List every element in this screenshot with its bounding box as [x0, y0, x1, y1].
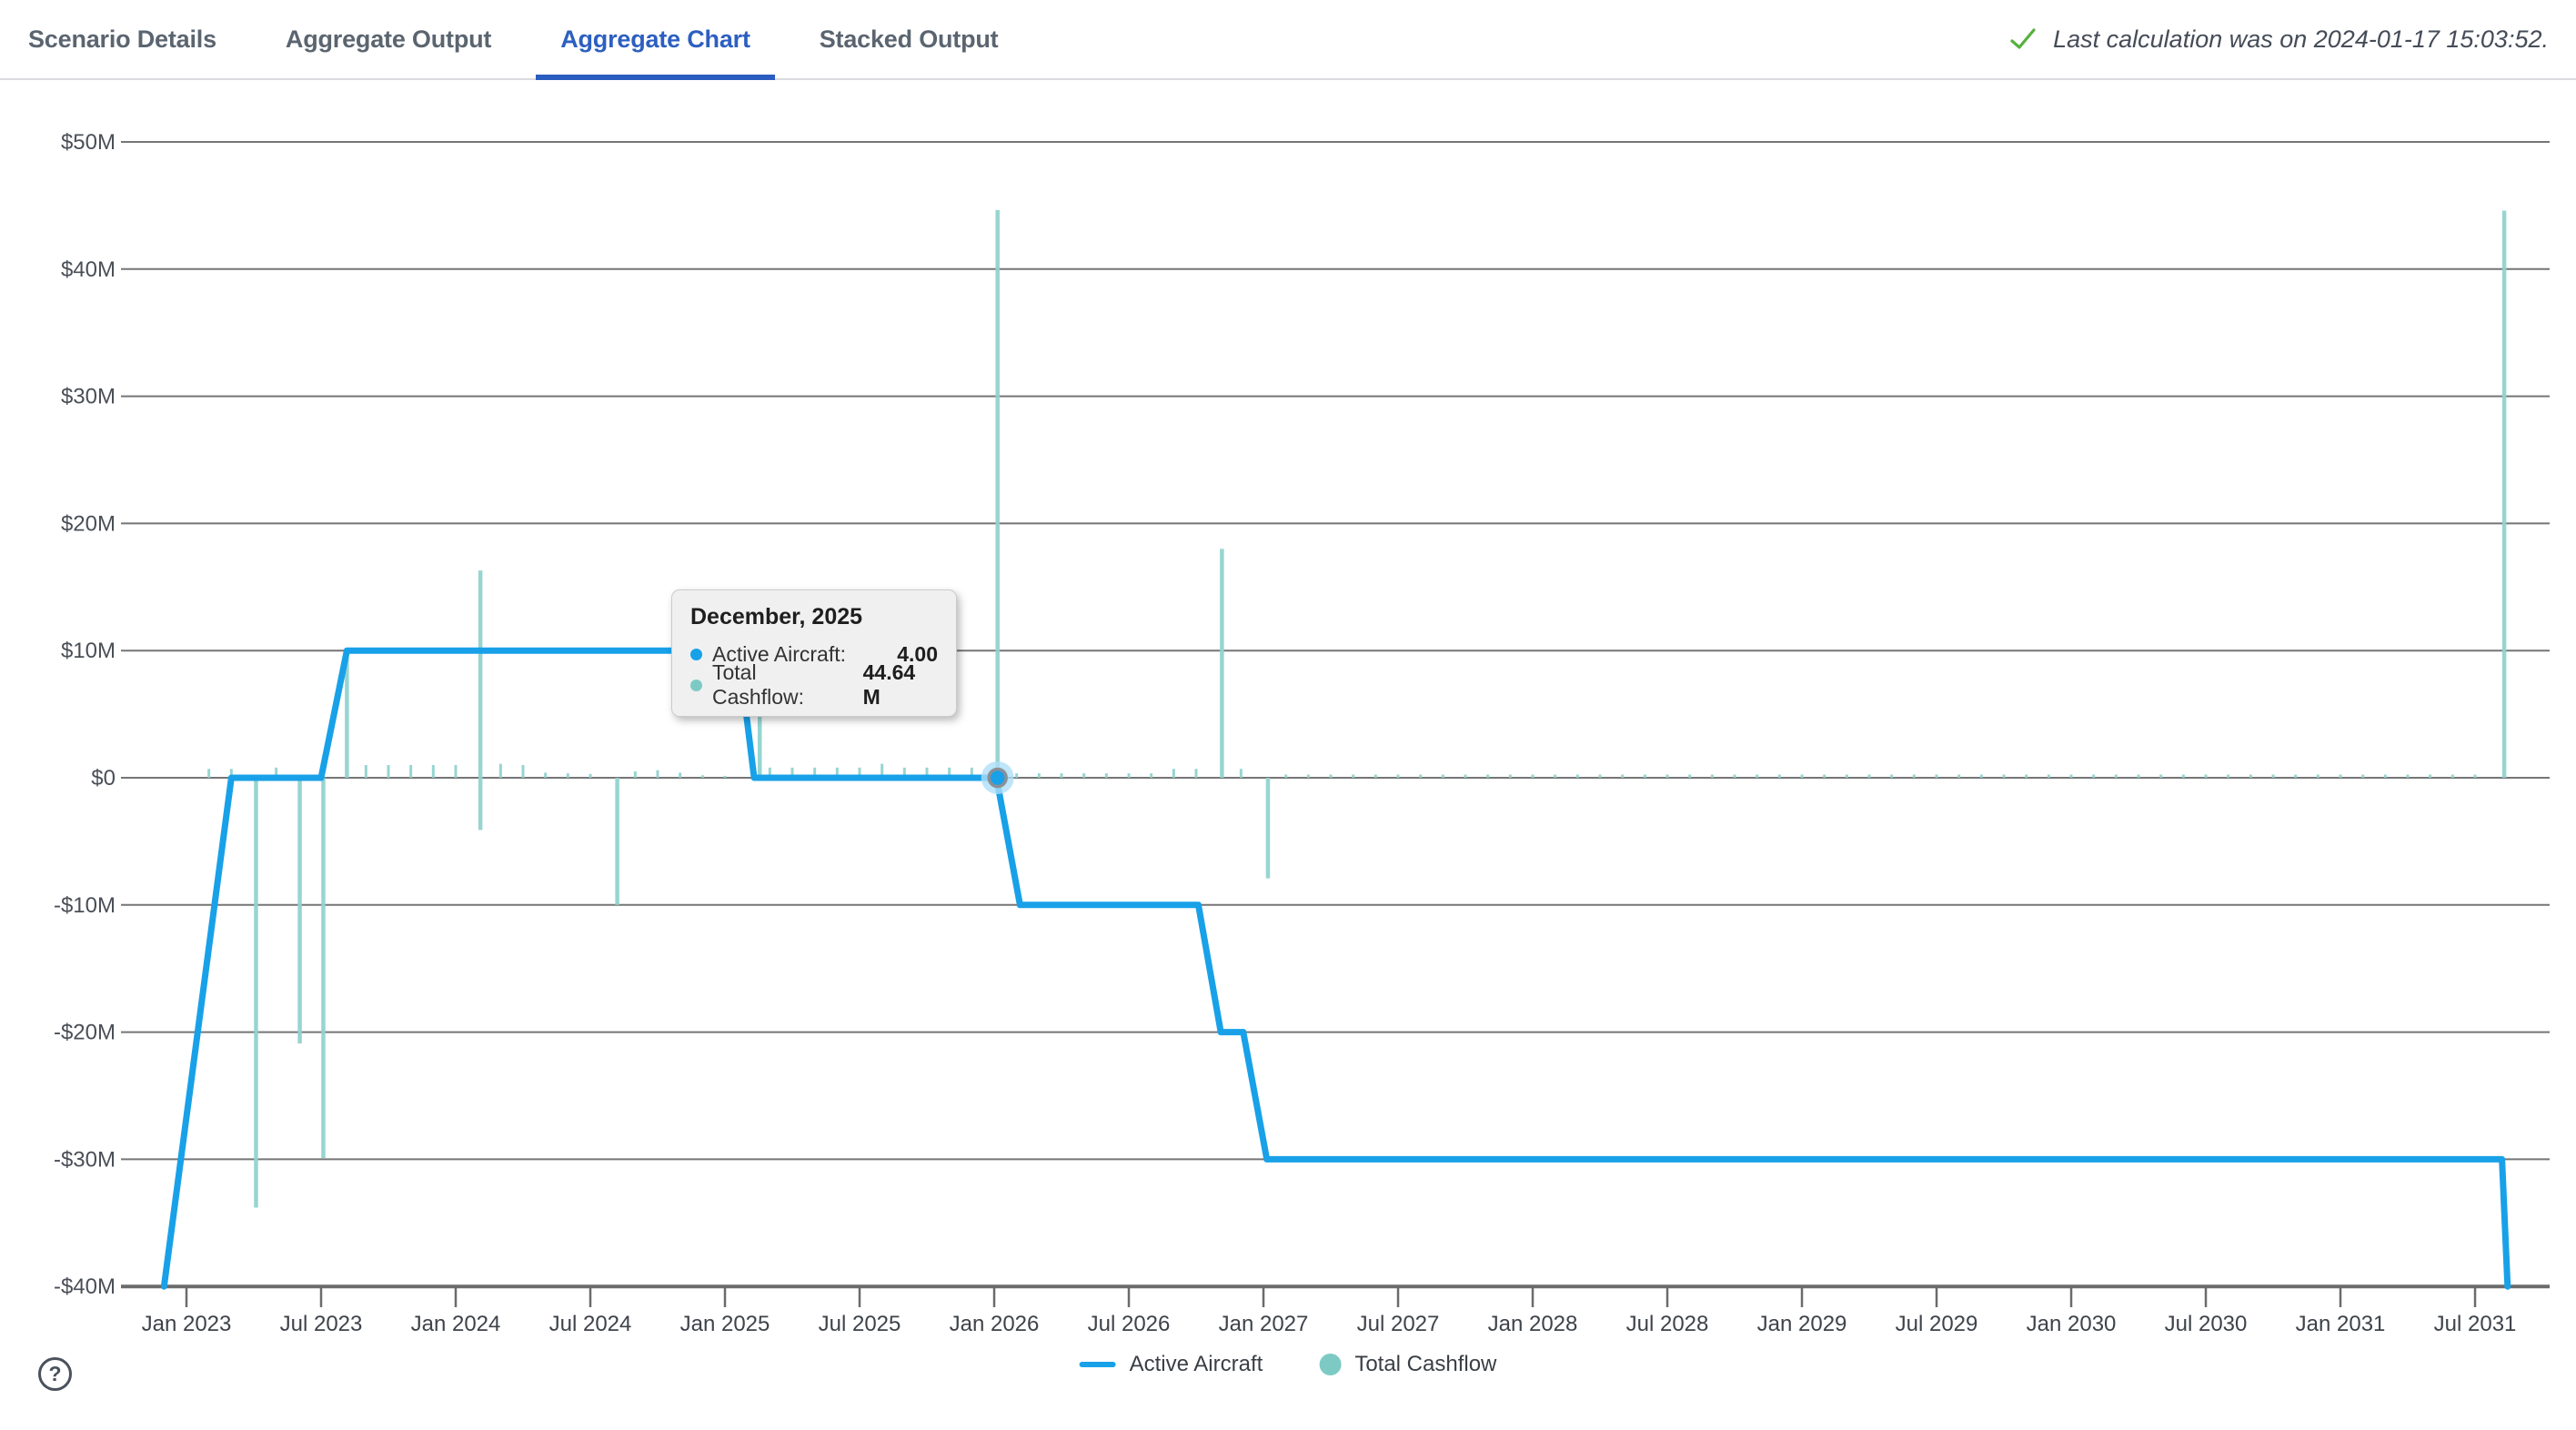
chart-tooltip: December, 2025 Active Aircraft: 4.00 Tot…	[671, 589, 957, 717]
tooltip-row-value: 44.64 M	[862, 660, 916, 709]
x-tick-label: Jul 2031	[2434, 1312, 2517, 1336]
calculation-status: Last calculation was on 2024-01-17 15:03…	[2007, 24, 2549, 55]
y-tick-label: $30M	[61, 385, 116, 409]
y-tick-label: -$10M	[54, 893, 116, 918]
x-tick-label: Jul 2025	[819, 1312, 901, 1336]
x-tick-label: Jan 2028	[1488, 1312, 1578, 1336]
x-tick-label: Jan 2023	[142, 1312, 232, 1336]
tabs: Scenario Details Aggregate Output Aggregat…	[4, 0, 1022, 80]
legend-item-active-aircraft[interactable]: Active Aircraft	[1079, 1352, 1263, 1377]
x-tick-label: Jul 2027	[1357, 1312, 1440, 1336]
chart-region: $50M $40M $30M $20M $10M $0 -$10M -$20M -$30M -$4…	[0, 80, 2576, 1430]
tab-aggregate-output[interactable]: Aggregate Output	[285, 25, 492, 53]
x-tick-label: Jan 2026	[950, 1312, 1040, 1336]
x-tick-label: Jan 2030	[2027, 1312, 2117, 1336]
series-dot-icon	[690, 648, 702, 660]
tab-scenario-details[interactable]: Scenario Details	[28, 25, 216, 53]
tooltip-row-value: 4.00	[897, 641, 938, 666]
x-tick-label: Jul 2030	[2165, 1312, 2248, 1336]
check-icon	[2010, 28, 2036, 49]
legend-item-total-cashflow[interactable]: Total Cashflow	[1319, 1352, 1496, 1377]
status-message: Last calculation was on 2024-01-17 15:03…	[2053, 25, 2549, 53]
legend-label: Total Cashflow	[1354, 1352, 1497, 1376]
chart-legend: Active Aircraft Total Cashflow	[1079, 1352, 1496, 1377]
y-tick-label: $10M	[61, 639, 116, 663]
x-tick-label: Jul 2028	[1626, 1312, 1709, 1336]
aircraft-line[interactable]	[160, 647, 2511, 1290]
chart-plot-area[interactable]: $50M $40M $30M $20M $10M $0 -$10M -$20M -$30M -$4…	[0, 80, 2576, 1430]
x-tick-label: Jan 2025	[680, 1312, 770, 1336]
x-tick-label: Jul 2029	[1896, 1312, 1978, 1336]
tooltip-row-total-cashflow: Total Cashflow: 44.64 M	[690, 660, 938, 709]
y-tick-label: -$40M	[54, 1274, 116, 1299]
x-tick-label: Jan 2029	[1757, 1312, 1847, 1336]
tab-stacked-output[interactable]: Stacked Output	[819, 25, 999, 53]
y-tick-label: $20M	[61, 511, 116, 536]
x-tick-label: Jan 2024	[411, 1312, 501, 1336]
line-swatch-icon	[1079, 1362, 1116, 1367]
x-tick-label: Jul 2024	[549, 1312, 632, 1336]
y-tick-label: $0	[91, 766, 116, 791]
tab-aggregate-chart[interactable]: Aggregate Chart	[536, 0, 775, 80]
tooltip-row-active-aircraft: Active Aircraft: 4.00	[690, 639, 938, 670]
x-tick-label: Jan 2027	[1219, 1312, 1309, 1336]
x-tick-label: Jul 2026	[1088, 1312, 1171, 1336]
y-tick-label: -$20M	[54, 1021, 116, 1045]
y-tick-label: $40M	[61, 257, 116, 282]
tab-bar: Scenario Details Aggregate Output Aggregat…	[0, 0, 2576, 80]
hover-marker[interactable]	[987, 767, 1008, 789]
y-tick-label: -$30M	[54, 1147, 116, 1172]
tooltip-row-label: Total Cashflow:	[712, 660, 804, 709]
tooltip-row-label: Active Aircraft:	[712, 641, 846, 666]
series-dot-icon	[690, 679, 702, 691]
help-label: ?	[48, 1362, 62, 1385]
x-tick-label: Jul 2023	[280, 1312, 363, 1336]
legend-label: Active Aircraft	[1129, 1352, 1263, 1376]
y-tick-label: $50M	[61, 130, 116, 155]
help-button[interactable]: ?	[38, 1357, 72, 1391]
dot-swatch-icon	[1319, 1354, 1342, 1375]
x-tick-label: Jan 2031	[2296, 1312, 2386, 1336]
tooltip-title: December, 2025	[690, 604, 863, 629]
